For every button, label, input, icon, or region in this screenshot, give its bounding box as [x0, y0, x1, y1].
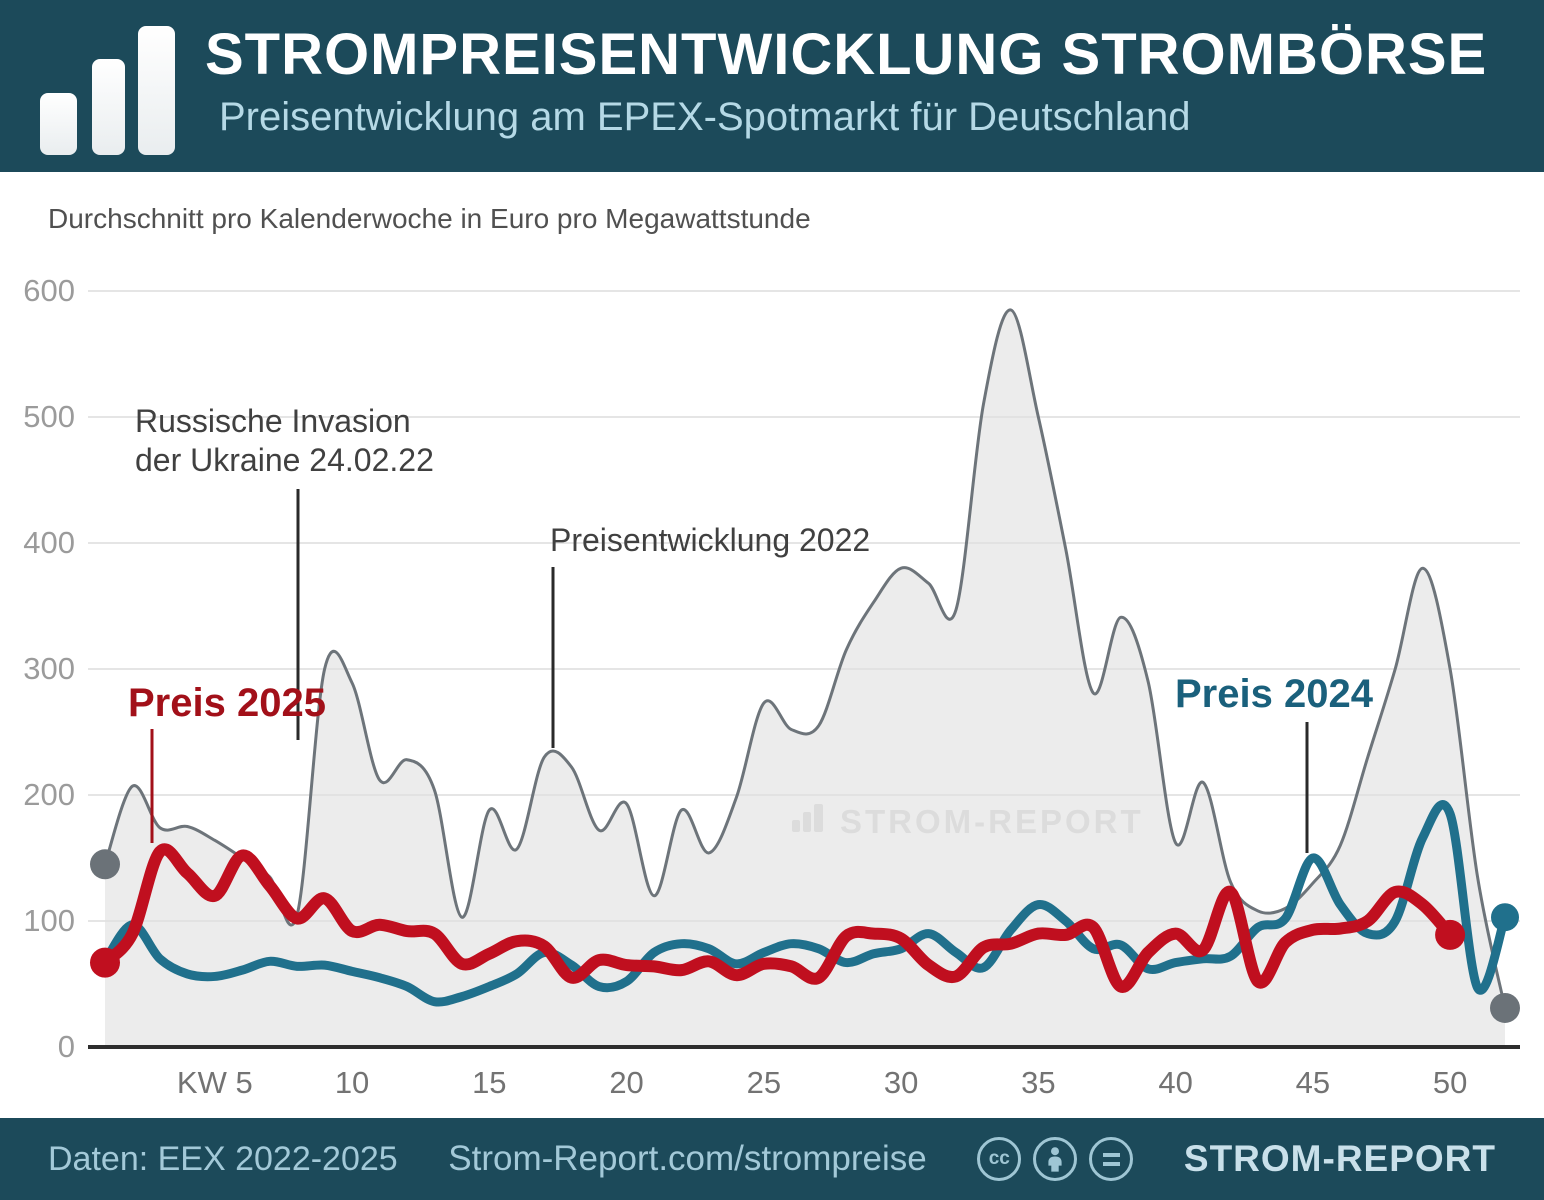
cc-icon: cc — [977, 1137, 1022, 1181]
footer: Daten: EEX 2022-2025 Strom-Report.com/st… — [0, 1118, 1544, 1200]
logo-bar — [92, 59, 125, 155]
page-subtitle: Preisentwicklung am EPEX-Spotmarkt für D… — [219, 94, 1191, 139]
svg-text:40: 40 — [1158, 1065, 1192, 1100]
brand-logo: STROM-REPORT — [1183, 1138, 1496, 1179]
annotation-russian-invasion: Russische Invasion der Ukraine 24.02.22 — [135, 403, 434, 479]
logo-bar — [138, 26, 175, 155]
svg-text:45: 45 — [1296, 1065, 1330, 1100]
page-title: STROMPREISENTWICKLUNG STROMBÖRSE — [205, 22, 1488, 87]
attribution-person-icon — [1033, 1137, 1078, 1181]
svg-text:15: 15 — [472, 1065, 506, 1100]
header: STROMPREISENTWICKLUNG STROMBÖRSE Preisen… — [0, 0, 1544, 172]
svg-text:300: 300 — [23, 651, 75, 686]
website-url: Strom-Report.com/strompreise — [448, 1139, 927, 1178]
svg-text:10: 10 — [335, 1065, 369, 1100]
svg-text:0: 0 — [58, 1029, 75, 1064]
annotation-series-2022: Preisentwicklung 2022 — [550, 522, 871, 558]
svg-text:600: 600 — [23, 273, 75, 308]
svg-text:100: 100 — [23, 903, 75, 938]
svg-text:25: 25 — [747, 1065, 781, 1100]
svg-text:200: 200 — [23, 777, 75, 812]
annotation-series-2024: Preis 2024 — [1175, 672, 1373, 716]
svg-text:400: 400 — [23, 525, 75, 560]
svg-text:KW 5: KW 5 — [177, 1065, 253, 1100]
bar-chart-logo-icon — [40, 26, 175, 155]
svg-text:500: 500 — [23, 399, 75, 434]
svg-text:30: 30 — [884, 1065, 918, 1100]
annotation-series-2025: Preis 2025 — [128, 681, 326, 725]
data-source-label: Daten: EEX 2022-2025 — [48, 1139, 398, 1178]
svg-text:20: 20 — [609, 1065, 643, 1100]
chart-subtitle: Durchschnitt pro Kalenderwoche in Euro p… — [48, 203, 811, 234]
equal-license-icon — [1089, 1137, 1134, 1181]
svg-text:STROM-REPORT: STROM-REPORT — [840, 803, 1144, 840]
svg-text:35: 35 — [1021, 1065, 1055, 1100]
license-badges: cc — [977, 1137, 1134, 1181]
svg-text:50: 50 — [1433, 1065, 1467, 1100]
logo-bar — [40, 93, 77, 155]
